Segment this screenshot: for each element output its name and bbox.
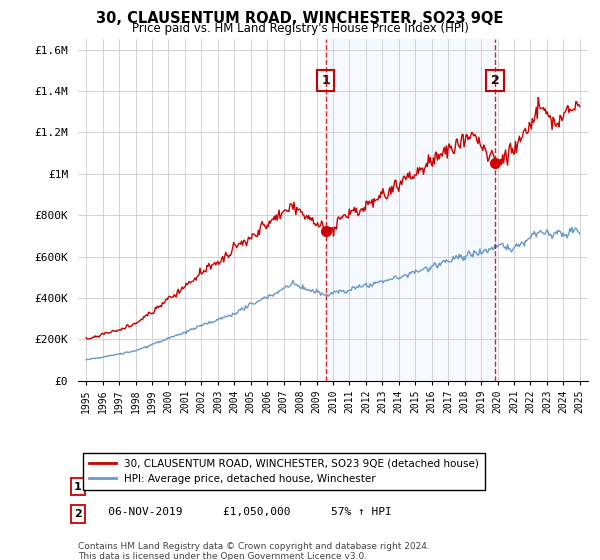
Legend: 30, CLAUSENTUM ROAD, WINCHESTER, SO23 9QE (detached house), HPI: Average price, : 30, CLAUSENTUM ROAD, WINCHESTER, SO23 9Q… <box>83 452 485 491</box>
Text: 2: 2 <box>491 74 499 87</box>
Text: 06-NOV-2019      £1,050,000      57% ↑ HPI: 06-NOV-2019 £1,050,000 57% ↑ HPI <box>88 507 392 517</box>
Bar <box>326 39 495 381</box>
Text: 2: 2 <box>74 509 82 519</box>
Text: Price paid vs. HM Land Registry's House Price Index (HPI): Price paid vs. HM Land Registry's House … <box>131 22 469 35</box>
Text: Contains HM Land Registry data © Crown copyright and database right 2024.
This d: Contains HM Land Registry data © Crown c… <box>78 542 430 560</box>
Text: 1: 1 <box>321 74 330 87</box>
Text: 30, CLAUSENTUM ROAD, WINCHESTER, SO23 9QE: 30, CLAUSENTUM ROAD, WINCHESTER, SO23 9Q… <box>97 11 503 26</box>
Text: 24-JUL-2009        £725,000         76% ↑ HPI: 24-JUL-2009 £725,000 76% ↑ HPI <box>88 480 412 490</box>
Text: 1: 1 <box>74 482 82 492</box>
